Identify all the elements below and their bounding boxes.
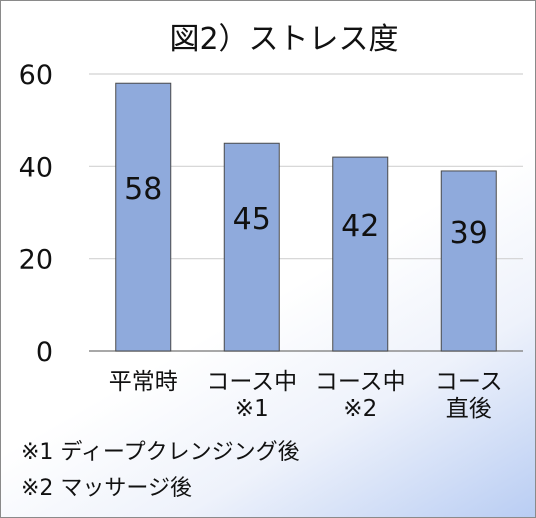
data-label: 58 <box>124 172 162 207</box>
x-tick-label: 平常時 <box>109 369 178 395</box>
data-label: 45 <box>233 202 271 237</box>
bars: 58 45 42 39 <box>115 82 497 352</box>
x-tick-label: コース中 <box>315 369 406 395</box>
y-tick-label: 40 <box>19 152 53 183</box>
data-label: 39 <box>450 216 488 251</box>
chart-title: 図2）ストレス度 <box>169 22 398 57</box>
bar <box>115 82 172 352</box>
y-tick-label: 60 <box>19 60 53 91</box>
data-label: 42 <box>341 209 379 244</box>
footnote-1: ※1 ディープクレンジング後 <box>21 440 300 465</box>
footnote-2: ※2 マッサージ後 <box>21 476 192 501</box>
y-tick-label: 0 <box>36 337 53 368</box>
x-tick-label: ※1 <box>235 396 269 422</box>
bar <box>332 156 389 352</box>
y-tick-label: 20 <box>19 245 53 276</box>
x-tick-label: 直後 <box>446 396 492 422</box>
x-tick-label: コース中 <box>206 369 297 395</box>
x-tick-label: ※2 <box>343 396 377 422</box>
x-tick-label: コース <box>435 369 503 395</box>
bar <box>440 170 497 352</box>
y-axis: 0 20 40 60 <box>19 60 53 368</box>
bar <box>223 142 280 352</box>
